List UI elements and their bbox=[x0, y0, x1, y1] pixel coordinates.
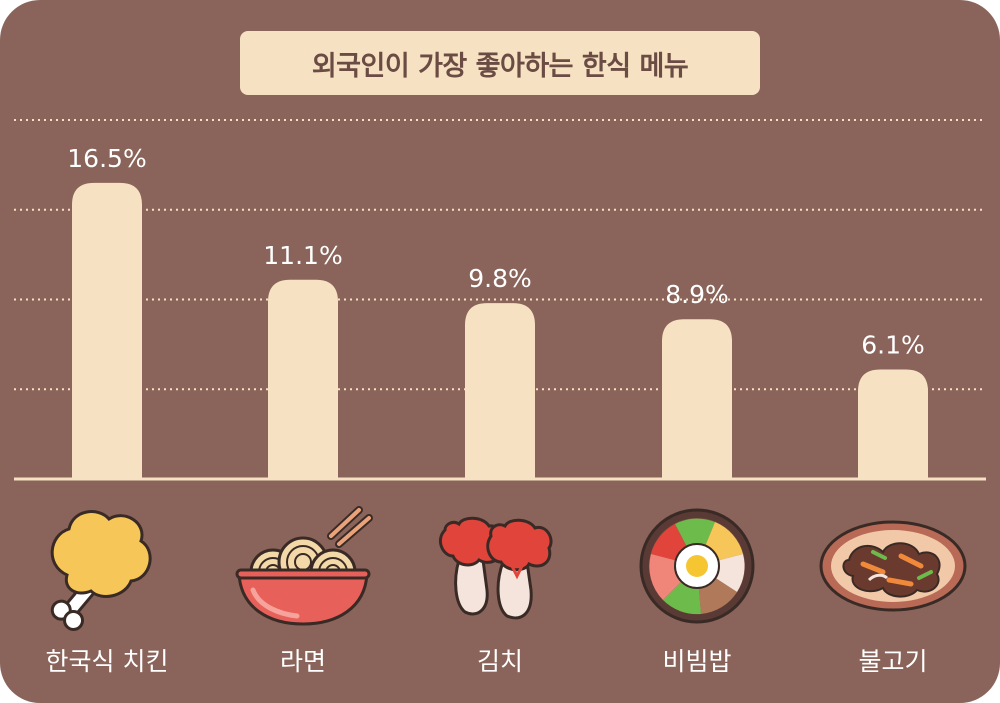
chart-title-box: 외국인이 가장 좋아하는 한식 메뉴 bbox=[240, 31, 760, 95]
value-label: 9.8% bbox=[468, 264, 532, 293]
bibimbap-icon bbox=[639, 508, 755, 624]
value-label: 11.1% bbox=[263, 241, 342, 270]
category-label: 비빔밥 bbox=[662, 647, 731, 676]
value-label: 6.1% bbox=[861, 331, 925, 360]
chart-title: 외국인이 가장 좋아하는 한식 메뉴 bbox=[311, 50, 689, 82]
value-label: 16.5% bbox=[67, 144, 146, 173]
bar-3 bbox=[465, 303, 535, 479]
bulgogi-icon bbox=[819, 520, 967, 612]
category-label: 한국식 치킨 bbox=[46, 647, 169, 676]
fried-chicken-icon bbox=[50, 510, 152, 631]
category-labels: 한국식 치킨 라면 김치 비빔밥 불고기 bbox=[46, 647, 928, 676]
kimchi-icon bbox=[439, 516, 553, 620]
bar-2 bbox=[268, 279, 338, 479]
value-label: 8.9% bbox=[665, 280, 729, 309]
bars bbox=[72, 182, 928, 479]
category-label: 불고기 bbox=[858, 647, 927, 676]
bar-1 bbox=[72, 182, 142, 479]
category-label: 라면 bbox=[280, 647, 326, 676]
bar-5 bbox=[858, 369, 928, 479]
category-label: 김치 bbox=[477, 647, 523, 676]
bar-4 bbox=[662, 319, 732, 479]
ramen-bowl-icon bbox=[235, 506, 373, 626]
value-labels: 16.5% 11.1% 9.8% 8.9% 6.1% bbox=[67, 144, 924, 360]
